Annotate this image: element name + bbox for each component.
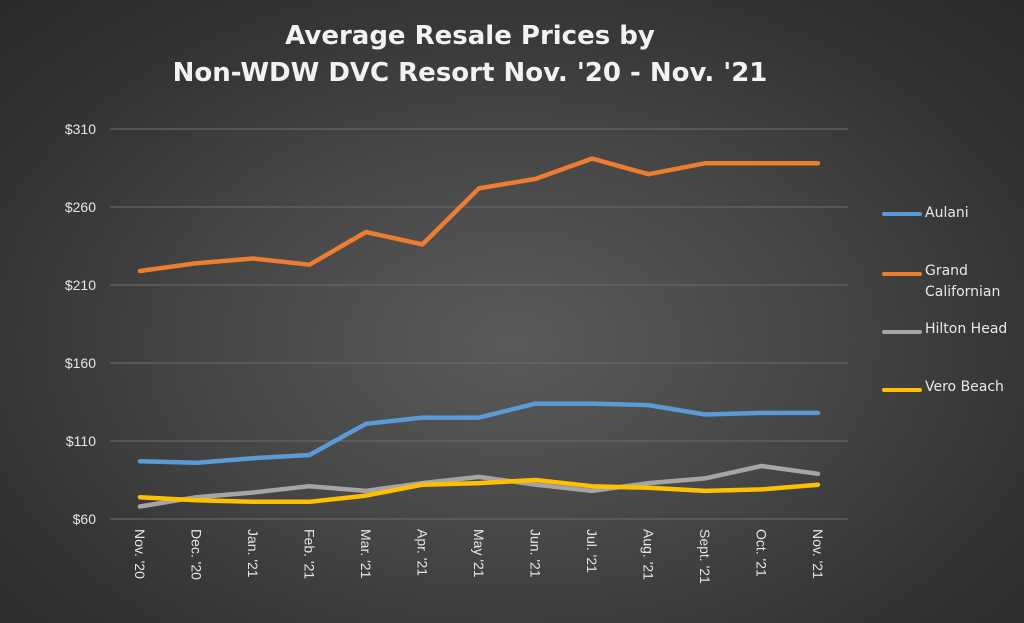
legend-label-vero-beach: Vero Beach <box>925 379 1004 395</box>
legend-swatch-aulani <box>882 212 922 216</box>
gridlines <box>110 128 848 520</box>
legend-swatch-grand-californian <box>882 272 922 276</box>
y-tick-label: $260 <box>65 199 96 215</box>
y-tick-label: $310 <box>65 121 96 137</box>
y-tick-label: $110 <box>66 433 96 449</box>
series-lines <box>137 156 821 509</box>
y-tick-label: $60 <box>73 511 97 527</box>
x-axis-ticks: Nov. '20 Dec. '20 Jan. '21 Feb. '21 Mar. '21… <box>132 529 826 584</box>
x-tick-label: Jul. '21 <box>584 529 600 573</box>
x-tick-label: Sept. '21 <box>697 529 713 584</box>
x-tick-label: Nov. '21 <box>810 529 826 579</box>
x-tick-label: Feb. '21 <box>302 529 318 579</box>
y-tick-label: $160 <box>65 355 96 371</box>
legend-label-aulani: Aulani <box>925 205 969 221</box>
x-tick-label: Nov. '20 <box>132 529 148 579</box>
x-tick-label: Aug. '21 <box>641 529 657 580</box>
legend-swatch-hilton-head <box>882 330 922 334</box>
legend-swatch-vero-beach <box>882 388 922 392</box>
y-axis-ticks: $60 $110 $160 $210 $260 $310 <box>65 121 96 527</box>
series-line-vero-beach <box>137 477 821 505</box>
x-tick-label: May '21 <box>471 529 487 578</box>
legend-label-grand-californian: Grand Californian <box>925 263 1001 300</box>
series-line-aulani <box>137 401 821 466</box>
chart-title-line-2: Non-WDW DVC Resort Nov. '20 - Nov. '21 <box>172 58 768 88</box>
x-tick-label: Mar. '21 <box>358 529 374 579</box>
legend-label-hilton-head: Hilton Head <box>925 321 1008 337</box>
chart-title: Average Resale Prices by Non-WDW DVC Res… <box>0 18 940 92</box>
chart-title-line-1: Average Resale Prices by <box>285 21 655 51</box>
y-tick-label: $210 <box>65 277 96 293</box>
x-tick-label: Jun. '21 <box>528 529 544 578</box>
x-tick-label: Oct. '21 <box>754 529 770 577</box>
x-tick-label: Jan. '21 <box>245 529 261 578</box>
series-line-hilton-head <box>137 463 821 509</box>
x-tick-label: Apr. '21 <box>415 529 431 576</box>
series-line-grand-californian <box>137 156 821 274</box>
x-tick-label: Dec. '20 <box>189 529 205 580</box>
